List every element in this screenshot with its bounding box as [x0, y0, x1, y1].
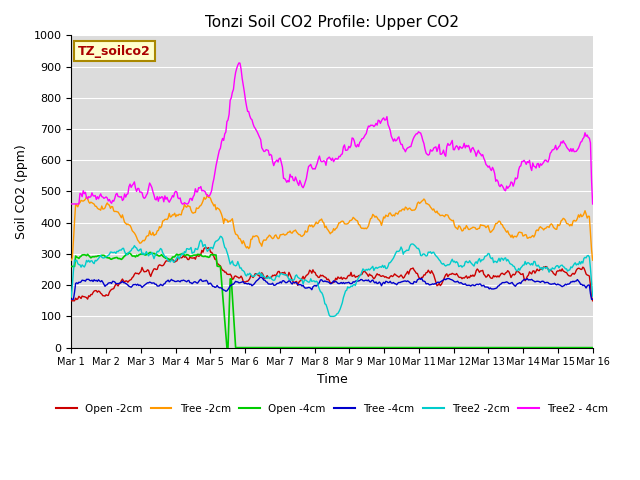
Text: TZ_soilco2: TZ_soilco2 [78, 45, 151, 58]
X-axis label: Time: Time [317, 373, 348, 386]
Legend: Open -2cm, Tree -2cm, Open -4cm, Tree -4cm, Tree2 -2cm, Tree2 - 4cm: Open -2cm, Tree -2cm, Open -4cm, Tree -4… [52, 400, 612, 418]
Y-axis label: Soil CO2 (ppm): Soil CO2 (ppm) [15, 144, 28, 239]
Title: Tonzi Soil CO2 Profile: Upper CO2: Tonzi Soil CO2 Profile: Upper CO2 [205, 15, 459, 30]
